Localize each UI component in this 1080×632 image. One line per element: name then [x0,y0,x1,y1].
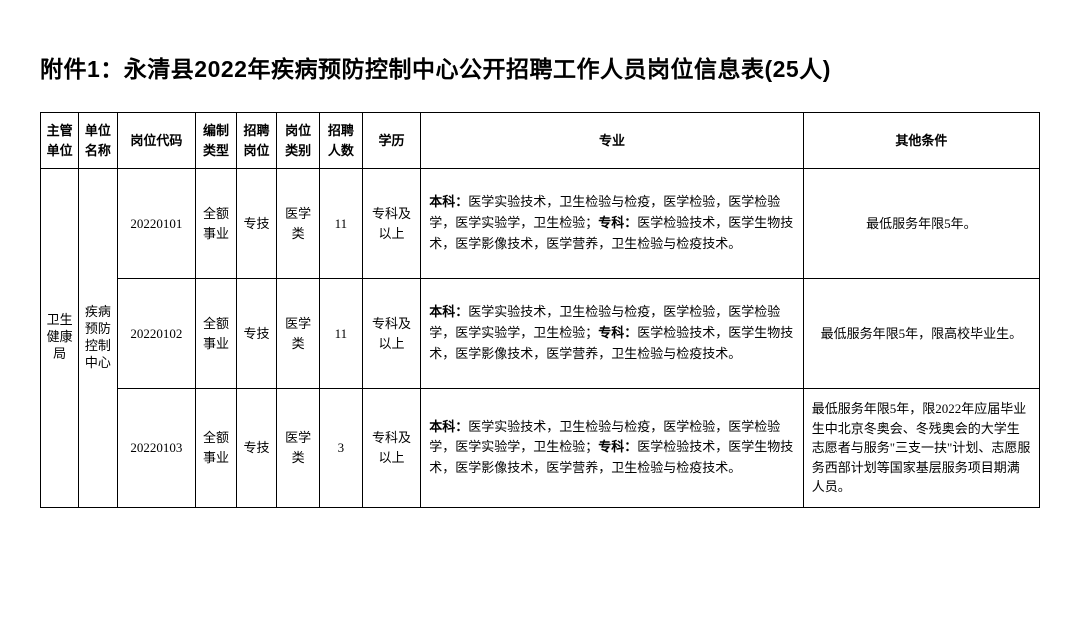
col-education: 学历 [362,113,421,169]
page-title: 附件1：永清县2022年疾病预防控制中心公开招聘工作人员岗位信息表(25人) [40,50,1040,84]
table-row: 卫生健康局 疾病预防控制中心 20220101 全额事业 专技 医学类 11 专… [41,169,1040,279]
cell-education: 专科及以上 [362,279,421,389]
cell-count: 11 [320,279,363,389]
cell-count: 11 [320,169,363,279]
cell-education: 专科及以上 [362,389,421,508]
col-postcode: 岗位代码 [117,113,196,169]
cell-category: 医学类 [277,389,320,508]
cell-other: 最低服务年限5年。 [803,169,1039,279]
col-category: 岗位类别 [277,113,320,169]
cell-category: 医学类 [277,279,320,389]
col-major: 专业 [421,113,804,169]
cell-other: 最低服务年限5年，限高校毕业生。 [803,279,1039,389]
cell-category: 医学类 [277,169,320,279]
col-establishment: 编制类型 [196,113,237,169]
cell-major: 本科：医学实验技术，卫生检验与检疫，医学检验，医学检验学，医学实验学，卫生检验；… [421,279,804,389]
table-row: 20220103 全额事业 专技 医学类 3 专科及以上 本科：医学实验技术，卫… [41,389,1040,508]
cell-post: 专技 [236,279,277,389]
cell-postcode: 20220102 [117,279,196,389]
table-row: 20220102 全额事业 专技 医学类 11 专科及以上 本科：医学实验技术，… [41,279,1040,389]
cell-post: 专技 [236,389,277,508]
col-other: 其他条件 [803,113,1039,169]
cell-establishment: 全额事业 [196,279,237,389]
cell-postcode: 20220103 [117,389,196,508]
cell-education: 专科及以上 [362,169,421,279]
cell-major: 本科：医学实验技术，卫生检验与检疫，医学检验，医学检验学，医学实验学，卫生检验；… [421,169,804,279]
col-unit: 单位名称 [79,113,117,169]
cell-post: 专技 [236,169,277,279]
cell-establishment: 全额事业 [196,169,237,279]
position-table: 主管单位 单位名称 岗位代码 编制类型 招聘岗位 岗位类别 招聘人数 学历 专业… [40,112,1040,508]
cell-other: 最低服务年限5年，限2022年应届毕业生中北京冬奥会、冬残奥会的大学生志愿者与服… [803,389,1039,508]
cell-major: 本科：医学实验技术，卫生检验与检疫，医学检验，医学检验学，医学实验学，卫生检验；… [421,389,804,508]
cell-unit: 疾病预防控制中心 [79,169,117,508]
cell-establishment: 全额事业 [196,389,237,508]
table-header-row: 主管单位 单位名称 岗位代码 编制类型 招聘岗位 岗位类别 招聘人数 学历 专业… [41,113,1040,169]
cell-postcode: 20220101 [117,169,196,279]
cell-supervisor: 卫生健康局 [41,169,79,508]
col-supervisor: 主管单位 [41,113,79,169]
cell-count: 3 [320,389,363,508]
col-post: 招聘岗位 [236,113,277,169]
col-count: 招聘人数 [320,113,363,169]
